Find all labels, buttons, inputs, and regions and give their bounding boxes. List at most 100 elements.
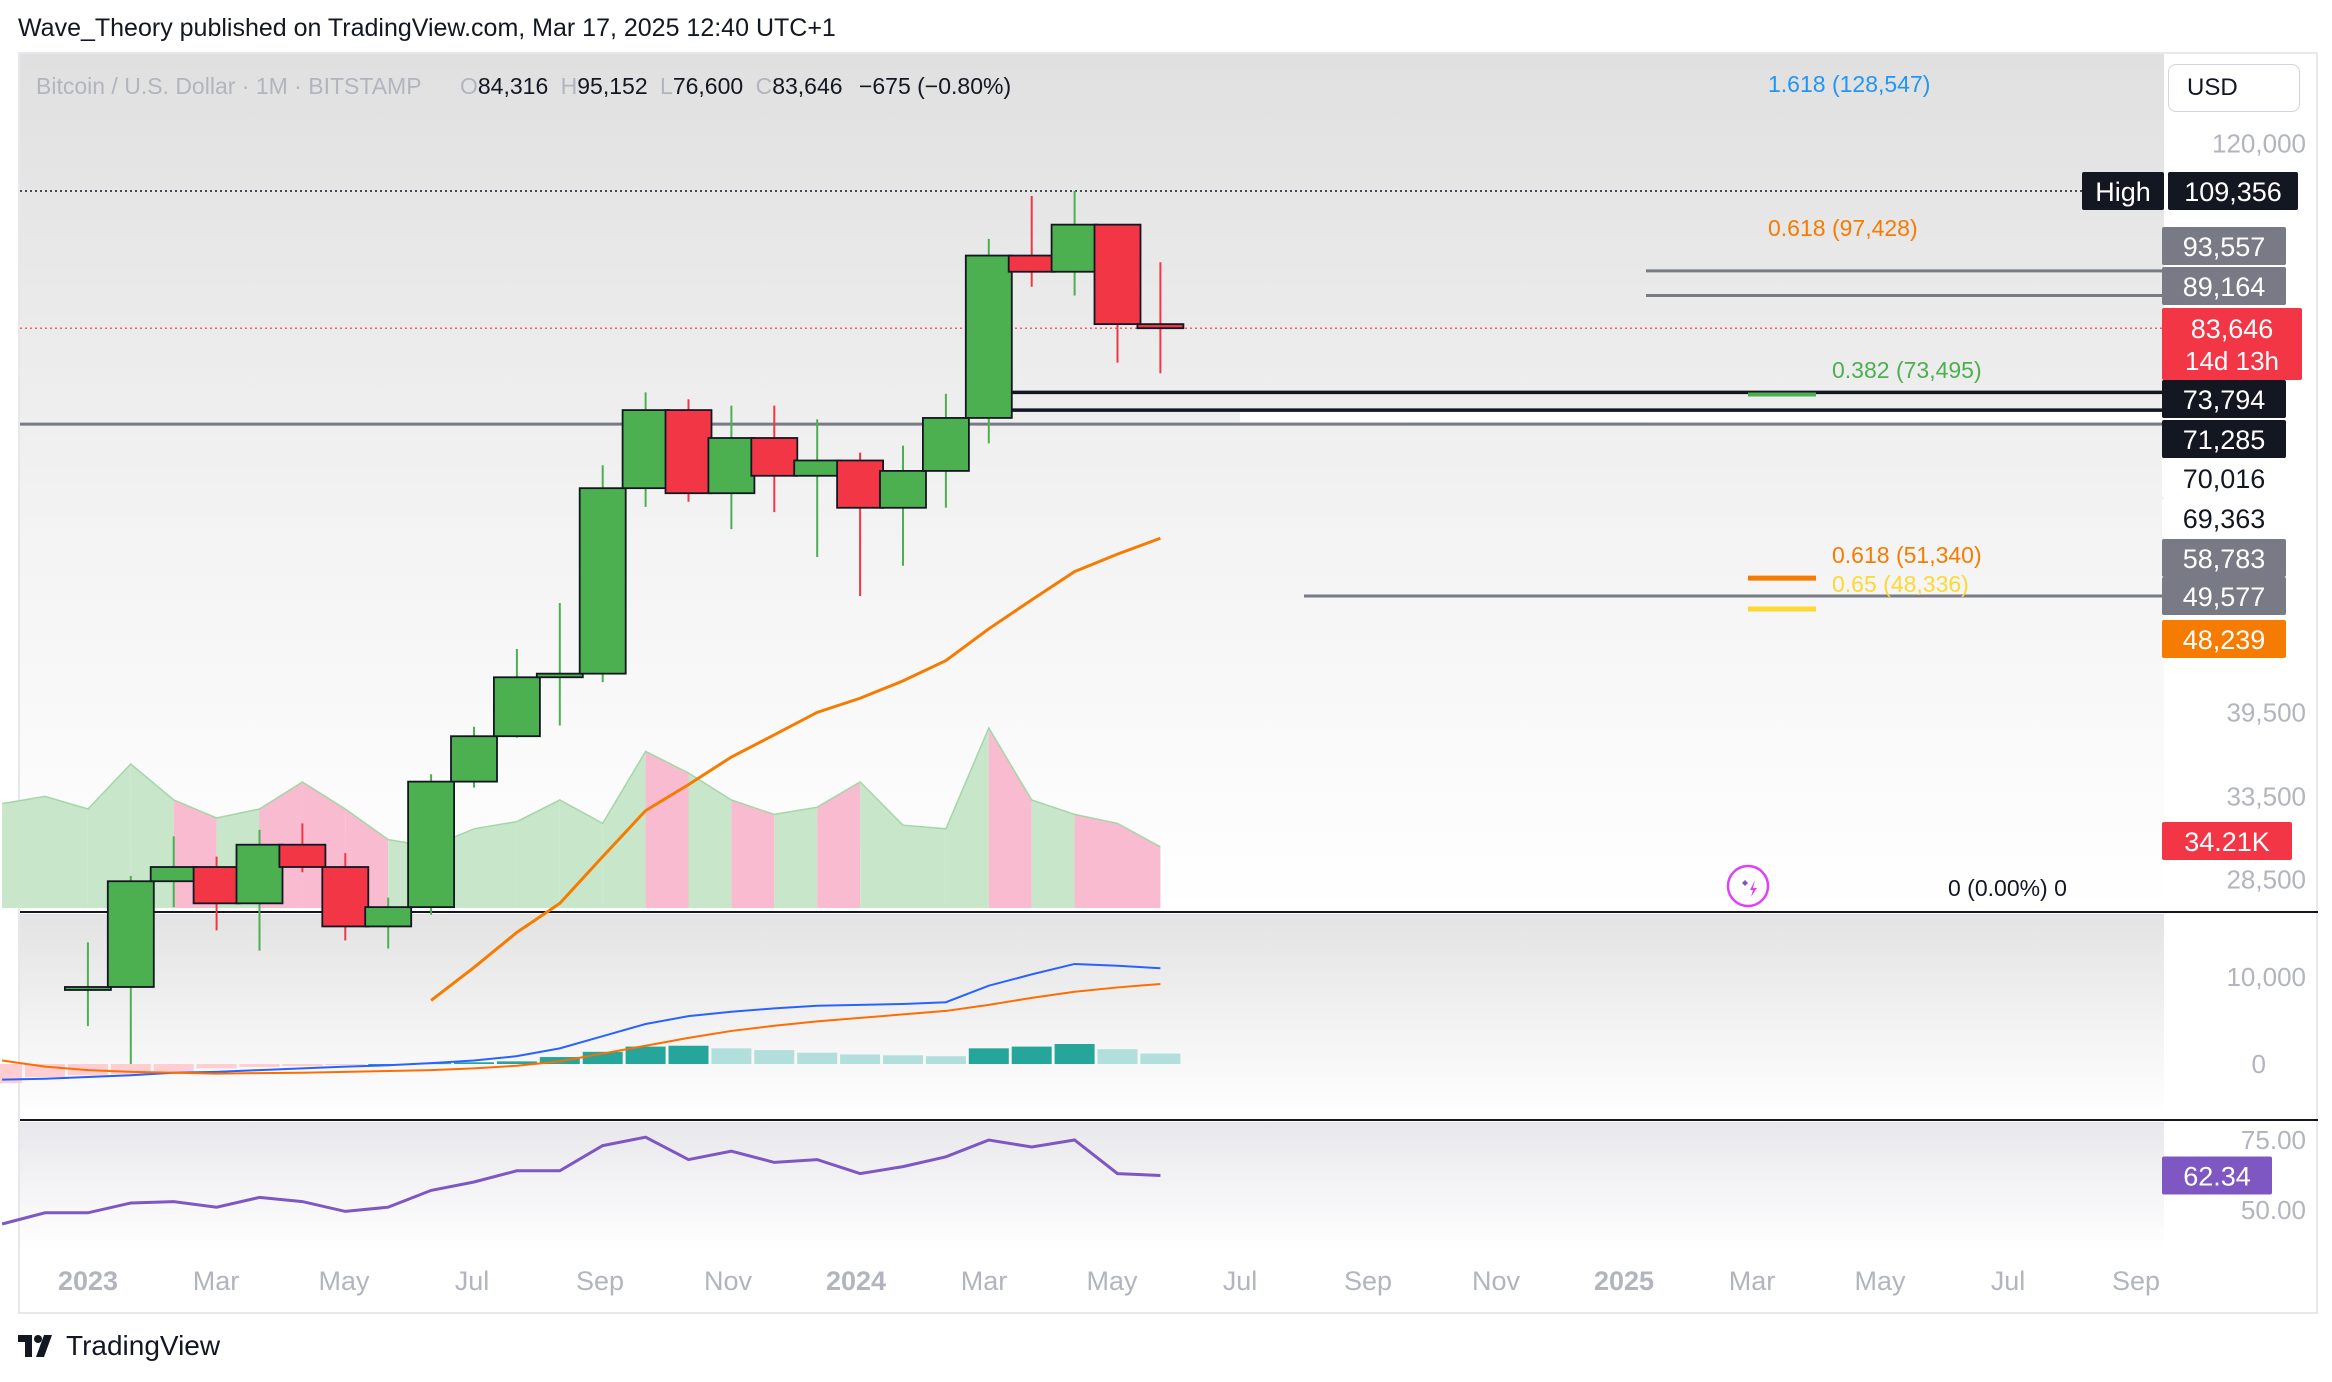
candle-body (1093, 223, 1142, 326)
x-tick-label: Jul (1991, 1266, 2026, 1296)
high-badge (2082, 172, 2164, 210)
volume-band (516, 800, 560, 908)
rsi-tick-label: 75.00 (2241, 1125, 2306, 1155)
macd-histogram-bar (153, 1064, 194, 1072)
volume-value: 34.21K (2184, 827, 2270, 857)
macd-histogram-bar (496, 1061, 537, 1064)
level-badge (2162, 267, 2286, 305)
candle-body (278, 843, 327, 868)
y-tick-label: 120,000 (2212, 128, 2306, 158)
level-badge (2162, 459, 2286, 497)
candle-body (235, 843, 284, 905)
volume-band (559, 800, 603, 908)
candle-body (535, 672, 584, 679)
volume-band (1117, 823, 1161, 908)
candle-body (1136, 323, 1185, 330)
volume-band (945, 728, 989, 908)
level-value: 73,794 (2183, 385, 2266, 415)
volume-band (731, 800, 775, 908)
volume-band (645, 751, 689, 908)
x-tick-label: Mar (193, 1266, 240, 1296)
volume-band (860, 782, 903, 908)
x-tick-label: Mar (1729, 1266, 1776, 1296)
macd-histogram-bar (239, 1064, 280, 1068)
level-badge (2162, 420, 2286, 458)
level-value: 89,164 (2183, 272, 2266, 302)
volume-band (774, 807, 818, 908)
ema-badge (2162, 620, 2286, 658)
level-value: 69,363 (2183, 504, 2266, 534)
o-label: O (460, 73, 478, 99)
currency-button[interactable]: USD (2168, 64, 2300, 112)
volume-band (1074, 814, 1118, 908)
x-tick-label: May (1854, 1266, 1906, 1296)
tradingview-logo-icon (18, 1335, 52, 1357)
volume-band (602, 751, 646, 908)
signal-line (1, 982, 1161, 1075)
candle-body (707, 437, 756, 495)
l-value: 76,600 (673, 73, 743, 99)
level-badge (2162, 539, 2286, 577)
macd-histogram-bar (754, 1050, 795, 1064)
rsi-badge (2162, 1156, 2272, 1195)
candle-body (106, 880, 155, 988)
candle-body (1050, 223, 1099, 273)
macd-histogram-bar (925, 1056, 966, 1064)
main-pane-bg (20, 54, 2164, 910)
candle-body (664, 409, 713, 495)
candle-body (879, 469, 927, 509)
volume-band (903, 825, 946, 908)
fib-label: 0 (0.00%) 0 (1948, 875, 2067, 901)
change-value: −675 (−0.80%) (859, 73, 1011, 99)
volume-band (87, 764, 131, 908)
macd-histogram-bar (454, 1062, 494, 1064)
macd-histogram-bar (0, 1064, 23, 1084)
last-price-badge (2162, 308, 2302, 380)
volume-badge (2162, 822, 2292, 860)
rsi-pane-bg (20, 1122, 2164, 1250)
c-label: C (756, 73, 773, 99)
x-tick-label: 2025 (1594, 1266, 1654, 1296)
tradingview-logo[interactable]: TradingView (18, 1330, 220, 1362)
x-tick-label: May (318, 1266, 370, 1296)
macd-histogram-bar (1011, 1046, 1052, 1064)
level-zone (1240, 412, 2164, 423)
x-tick-label: Mar (961, 1266, 1008, 1296)
candle-body (149, 866, 198, 883)
candle-body (450, 735, 498, 783)
macd-histogram-bar (797, 1052, 838, 1064)
ema-line (430, 536, 1161, 1002)
level-value: 49,577 (2183, 582, 2266, 612)
volume-band (45, 796, 88, 908)
macd-histogram-bar (711, 1048, 752, 1064)
high-value: 109,356 (2184, 177, 2282, 207)
y-tick-label: 33,500 (2226, 782, 2306, 812)
volume-band (988, 728, 1032, 908)
candle-body (407, 780, 456, 909)
sparkle-icon[interactable] (1726, 864, 1770, 908)
level-value: 71,285 (2183, 425, 2266, 455)
x-tick-label: Jul (1223, 1266, 1258, 1296)
ema-value: 48,239 (2183, 625, 2266, 655)
macd-histogram-bar (325, 1064, 366, 1065)
tradingview-brand: TradingView (66, 1330, 221, 1361)
x-tick-label: Nov (1472, 1266, 1521, 1296)
o-value: 84,316 (478, 73, 548, 99)
level-badge (2162, 499, 2286, 537)
x-tick-label: 2023 (58, 1266, 118, 1296)
macd-histogram-bar (1097, 1049, 1138, 1064)
volume-band (817, 782, 861, 908)
level-value: 70,016 (2183, 464, 2266, 494)
macd-histogram-bar (668, 1045, 709, 1064)
macd-histogram-bar (840, 1054, 881, 1064)
symbol-title: Bitcoin / U.S. Dollar · 1M · BITSTAMP (36, 73, 422, 99)
y-tick-label: 39,500 (2226, 697, 2306, 727)
level-badge (2162, 380, 2286, 418)
candle-body (321, 866, 370, 928)
volume-band (2, 796, 46, 908)
high-badge (2168, 172, 2298, 210)
macd-tick-label: 10,000 (2226, 962, 2306, 992)
level-badge (2162, 577, 2286, 615)
rsi-line (1, 1135, 1161, 1226)
